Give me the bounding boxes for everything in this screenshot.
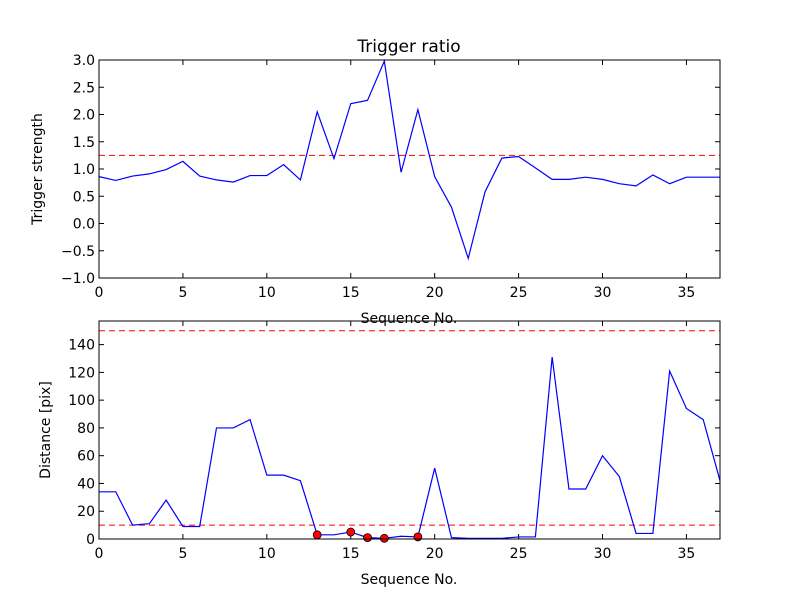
- y-tick-label: −1.0: [61, 271, 95, 287]
- x-tick-label: 15: [342, 546, 360, 562]
- x-tick-label: 30: [594, 546, 612, 562]
- data-point-marker: [413, 532, 423, 542]
- data-point-marker: [346, 527, 356, 537]
- data-point-marker: [363, 533, 372, 543]
- x-tick-label: 35: [678, 285, 696, 301]
- x-tick-label: 20: [426, 285, 444, 301]
- x-tick-label: 5: [178, 285, 187, 301]
- y-tick-label: 2.5: [73, 80, 95, 96]
- plot-frame: [98, 59, 721, 279]
- trigger-ratio-subplot: Trigger ratio Sequence No. Trigger stren…: [30, 37, 721, 327]
- x-tick-label: 25: [510, 285, 528, 301]
- y-tick-label: 3.0: [73, 53, 95, 69]
- x-tick-label: 10: [258, 546, 276, 562]
- y-tick-label: 60: [77, 449, 95, 465]
- x-tick-label: 25: [510, 546, 528, 562]
- plot-frame: [98, 320, 721, 540]
- distance-subplot: Sequence No. Distance [pix] 0 5 10 15 20 25 30…: [38, 320, 721, 588]
- x-tick-label: 0: [95, 546, 104, 562]
- y-tick-label: 0.5: [73, 189, 95, 205]
- y-axis-label: Distance [pix]: [38, 381, 54, 479]
- y-axis-label: Trigger strength: [30, 113, 46, 226]
- series-group: [99, 330, 721, 543]
- tick-group: 0 5 10 15 20 25 30 35 −1.0 −0.5 0.0 0.5 1.0 1.5 2.0 2.5…: [61, 53, 720, 301]
- x-axis-label: Sequence No.: [361, 311, 458, 327]
- x-tick-label: 30: [594, 285, 612, 301]
- y-tick-label: 2.0: [73, 108, 95, 124]
- chart-title: Trigger ratio: [356, 37, 460, 57]
- series-line: [98, 58, 720, 261]
- x-tick-label: 20: [426, 546, 444, 562]
- x-tick-label: 5: [178, 546, 187, 562]
- y-tick-label: 100: [68, 393, 95, 409]
- data-point-marker: [379, 533, 389, 543]
- x-axis-label: Sequence No.: [361, 572, 458, 588]
- y-tick-label: 0.0: [73, 217, 95, 233]
- tick-group: 0 5 10 15 20 25 30 35 0 20 40 60 80 100 120 140: [68, 321, 720, 562]
- y-tick-label: 140: [68, 338, 95, 354]
- y-tick-label: 1.5: [73, 135, 95, 151]
- y-tick-label: 0: [86, 532, 95, 548]
- y-tick-label: 20: [77, 504, 95, 520]
- y-tick-label: 120: [68, 365, 95, 381]
- data-point-marker: [312, 530, 322, 540]
- y-tick-label: 1.0: [73, 162, 95, 178]
- x-tick-label: 10: [258, 285, 276, 301]
- y-tick-label: −0.5: [61, 244, 95, 260]
- x-tick-label: 0: [95, 285, 104, 301]
- series-group: [98, 58, 720, 261]
- x-tick-label: 35: [678, 546, 696, 562]
- x-tick-label: 15: [342, 285, 360, 301]
- y-tick-label: 80: [77, 421, 95, 437]
- y-tick-label: 40: [77, 476, 95, 492]
- series-line: [99, 357, 721, 539]
